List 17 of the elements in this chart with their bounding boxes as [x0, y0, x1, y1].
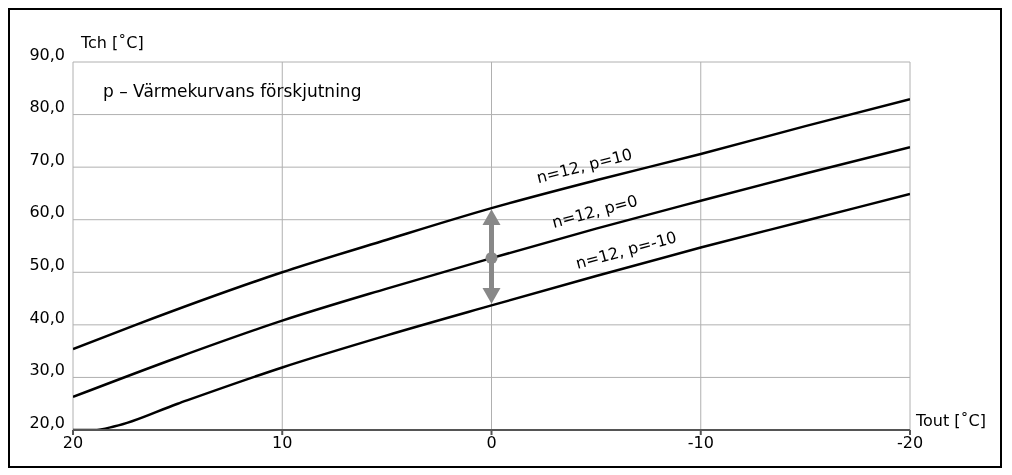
annotation: p – Värmekurvans förskjutning	[103, 81, 362, 101]
text: n=12, p=10	[534, 144, 635, 188]
y-tick-label: 90,0	[29, 44, 65, 64]
x-axis-title: Tout [˚C]	[915, 411, 986, 430]
y-tick-label: 30,0	[29, 360, 65, 380]
y-tick-label: 60,0	[29, 202, 65, 222]
y-axis-title: Tch [˚C]	[80, 33, 144, 52]
y-tick-label: 40,0	[29, 307, 65, 327]
y-tick-label: 70,0	[29, 149, 65, 169]
x-tick-label: -10	[687, 433, 714, 453]
x-tick-label: 20	[62, 433, 84, 453]
y-tick-label: 50,0	[29, 254, 65, 274]
y-tick-label: 20,0	[29, 412, 65, 432]
x-tick-label: 0	[486, 433, 497, 453]
y-tick-label: 80,0	[29, 97, 65, 117]
x-tick-label: -20	[896, 433, 924, 453]
x-tick-label: 10	[272, 433, 293, 453]
